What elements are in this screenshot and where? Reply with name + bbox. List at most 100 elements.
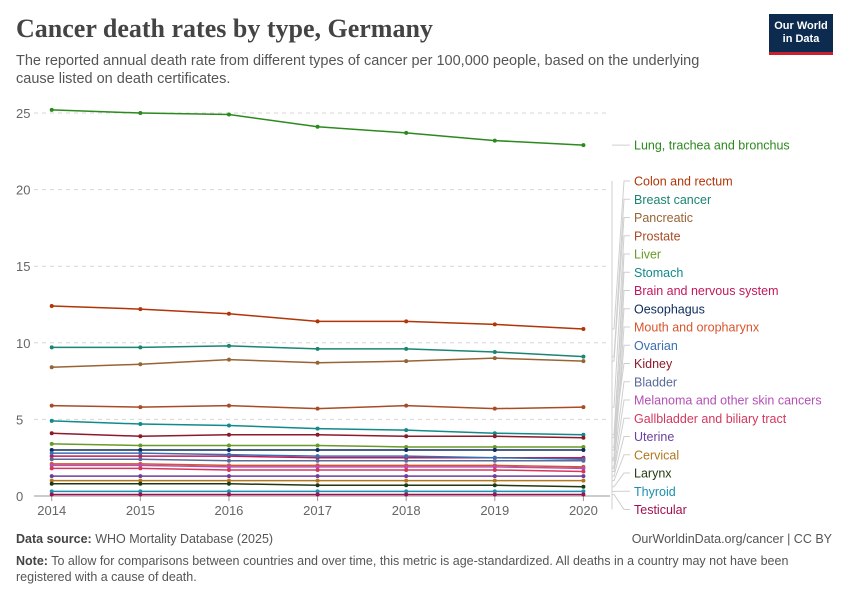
data-point [138,466,143,471]
legend-label: Thyroid [634,485,676,499]
data-point [581,359,586,364]
data-point [49,463,54,468]
data-point [404,130,409,135]
data-point [492,458,497,463]
data-point [404,428,409,433]
data-point [581,484,586,489]
x-tick-label: 2020 [569,503,598,518]
data-point [492,455,497,460]
data-point [315,489,320,494]
legend-label: Liver [634,248,661,262]
legend-leader [612,454,630,482]
data-point [49,431,54,436]
legend-label: Pancreatic [634,211,693,225]
owid-logo[interactable]: Our World in Data [769,14,833,55]
legend-label: Colon and rectum [634,175,733,189]
x-tick-label: 2016 [214,503,243,518]
data-point [226,467,231,472]
data-point [581,489,586,494]
data-point [315,464,320,469]
legend-leader [612,271,630,436]
data-point [492,483,497,488]
data-point [404,489,409,494]
data-point [315,478,320,483]
data-point [492,406,497,411]
legend-leader [612,472,630,488]
data-point [315,319,320,324]
note-label: Note: [16,554,48,568]
data-point [138,481,143,486]
footer-url[interactable]: OurWorldinData.org/cancer | CC BY [631,532,832,546]
legend-leader [612,308,630,451]
data-point [315,360,320,365]
data-point [581,435,586,440]
data-point [404,483,409,488]
data-point [138,443,143,448]
source-label: Data source: [16,532,92,546]
data-point [49,489,54,494]
data-point [492,356,497,361]
data-point [49,304,54,309]
data-point [226,311,231,316]
data-point [404,464,409,469]
data-point [138,489,143,494]
data-point [404,458,409,463]
data-point [226,432,231,437]
legend-label: Cervical [634,448,679,462]
data-point [138,405,143,410]
legend-label: Testicular [634,503,687,517]
data-point [226,492,231,497]
data-point [581,478,586,483]
data-point [492,448,497,453]
data-point [404,478,409,483]
data-point [138,111,143,115]
data-point [226,443,231,448]
legend-leader [612,493,630,510]
data-point [404,454,409,459]
data-point [581,354,586,359]
data-point [492,464,497,469]
legend-leader [612,217,630,362]
data-point [492,478,497,483]
legend-leader [612,417,630,472]
data-point [492,444,497,449]
y-tick-label: 0 [16,489,23,504]
data-point [315,474,320,479]
legend-label: Prostate [634,229,681,243]
data-point [581,448,586,453]
legend-label: Brain and nervous system [634,284,779,298]
data-point [404,467,409,472]
legend-label: Uterine [634,430,674,444]
data-point [226,112,231,117]
x-tick-label: 2019 [480,503,509,518]
legend-label: Lung, trachea and bronchus [634,139,790,153]
legend-leader [612,235,630,408]
y-tick-label: 10 [16,336,30,351]
data-point [49,454,54,459]
data-point [581,466,586,471]
data-point [138,454,143,459]
data-point [138,457,143,462]
data-point [492,431,497,436]
data-point [315,458,320,463]
data-point [49,478,54,483]
data-point [315,124,320,129]
data-point [492,474,497,479]
data-point [404,448,409,453]
legend-label: Larynx [634,467,672,481]
legend-label: Kidney [634,357,673,371]
data-point [138,474,143,479]
data-point [49,107,54,112]
source-text[interactable]: WHO Mortality Database (2025) [95,532,274,546]
data-point [315,492,320,497]
data-point [404,359,409,364]
data-point [49,365,54,370]
data-point [315,483,320,488]
data-point [315,432,320,437]
data-point [315,454,320,459]
data-point [49,474,54,479]
data-point [404,434,409,439]
legend-label: Bladder [634,375,677,389]
data-point [49,466,54,471]
data-point [492,349,497,354]
